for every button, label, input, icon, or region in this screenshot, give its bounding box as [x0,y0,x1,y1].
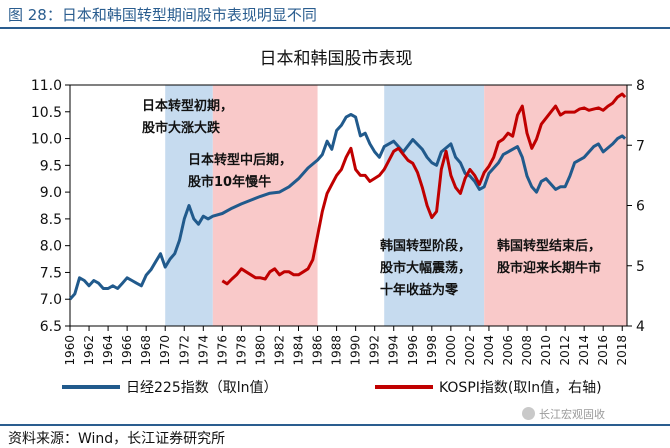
left-tick-label: 7.5 [40,265,62,281]
left-tick-label: 6.5 [40,319,62,335]
x-tick-label: 2018 [615,335,629,366]
band-4 [484,85,627,326]
annotation-line: 日本转型中后期， [188,152,292,168]
nikkei-line [68,113,627,301]
x-tick-label: 2012 [558,335,572,366]
left-tick-label: 7.0 [40,292,62,308]
right-tick-label: 6 [636,199,645,215]
x-tick-label: 1984 [292,335,306,366]
right-tick-label: 4 [636,319,645,335]
annotation-line: 十年收益为零 [380,282,459,298]
right-tick-label: 5 [636,259,645,275]
left-tick-label: 8.5 [40,212,62,228]
x-tick-label: 1982 [272,335,286,366]
band-2 [212,85,318,326]
x-tick-label: 2010 [539,335,553,366]
left-axis-ticks: 6.5 7.0 7.5 8.0 8.5 9.0 9.5 10.0 10.5 11.0 [31,78,70,335]
legend-label: KOSPI指数(取ln值，右轴) [439,380,602,396]
legend-item-1: 日经225指数（取ln值） [62,380,277,396]
x-tick-label: 2000 [444,335,458,366]
x-tick-label: 1992 [368,335,382,366]
x-tick-label: 1994 [387,335,401,366]
x-tick-label: 1986 [311,335,325,366]
annotation-line: 股市大幅震荡， [380,260,471,276]
x-tick-label: 1998 [425,335,439,366]
x-tick-label: 2016 [596,335,610,366]
annotation-line: 股市迎来长期牛市 [497,260,601,276]
left-tick-label: 8.0 [40,239,62,255]
annotation-3: 韩国转型阶段， 股市大幅震荡， 十年收益为零 [380,238,471,298]
band-3 [384,85,485,326]
series-lines [68,92,627,301]
right-axis-ticks: 4 5 6 7 8 [627,78,645,335]
watermark: 长江宏观固收 [522,406,605,422]
x-tick-label: 1974 [196,335,210,366]
left-tick-label: 11.0 [31,78,62,94]
x-tick-label: 2014 [577,335,591,366]
x-tick-label: 2002 [463,335,477,366]
annotation-line: 日本转型初期， [142,98,233,114]
title-rule [0,27,670,29]
x-axis-ticks: 1960 1962 1964 1966 1968 1970 1972 1974 1976 1978… [63,326,629,366]
x-tick-label: 2008 [520,335,534,366]
left-tick-label: 9.0 [40,185,62,201]
x-tick-label: 1980 [253,335,267,366]
x-tick-label: 1960 [63,335,77,366]
annotation-1: 日本转型初期， 股市大涨大跌 [142,98,233,136]
x-tick-label: 1970 [158,335,172,366]
x-tick-label: 1966 [120,335,134,366]
annotation-line: 韩国转型结束后， [497,238,601,254]
chart-title: 日本和韩国股市表现 [260,49,413,69]
left-tick-label: 10.5 [31,105,62,121]
x-tick-label: 1972 [177,335,191,366]
source-rule [0,424,670,426]
annotation-line: 股市10年慢牛 [188,174,271,190]
x-tick-label: 1978 [234,335,248,366]
right-tick-label: 7 [636,138,645,154]
source-note: 资料来源：Wind，长江证券研究所 [8,431,226,447]
x-tick-label: 2004 [482,335,496,366]
wechat-icon [522,407,535,420]
x-tick-label: 1988 [330,335,344,366]
x-tick-label: 1962 [82,335,96,366]
right-tick-label: 8 [636,78,645,94]
x-tick-label: 1996 [406,335,420,366]
annotation-line: 股市大涨大跌 [142,120,221,136]
legend: 日经225指数（取ln值） KOSPI指数(取ln值，右轴) [62,380,602,396]
annotation-line: 韩国转型阶段， [380,238,471,254]
x-tick-label: 1990 [349,335,363,366]
x-tick-label: 1964 [101,335,115,366]
x-tick-label: 1968 [139,335,153,366]
legend-label: 日经225指数（取ln值） [126,380,277,396]
figure-title: 图 28：日本和韩国转型期间股市表现明显不同 [8,6,317,24]
left-tick-label: 9.5 [40,158,62,174]
kospi-line [221,92,627,286]
legend-item-2: KOSPI指数(取ln值，右轴) [375,380,602,396]
watermark-text: 长江宏观固收 [539,408,605,421]
x-tick-label: 1976 [215,335,229,366]
annotation-4: 韩国转型结束后， 股市迎来长期牛市 [497,238,601,276]
period-bands [165,85,627,326]
annotation-2: 日本转型中后期， 股市10年慢牛 [188,152,292,190]
left-tick-label: 10.0 [31,132,62,148]
x-tick-label: 2006 [501,335,515,366]
